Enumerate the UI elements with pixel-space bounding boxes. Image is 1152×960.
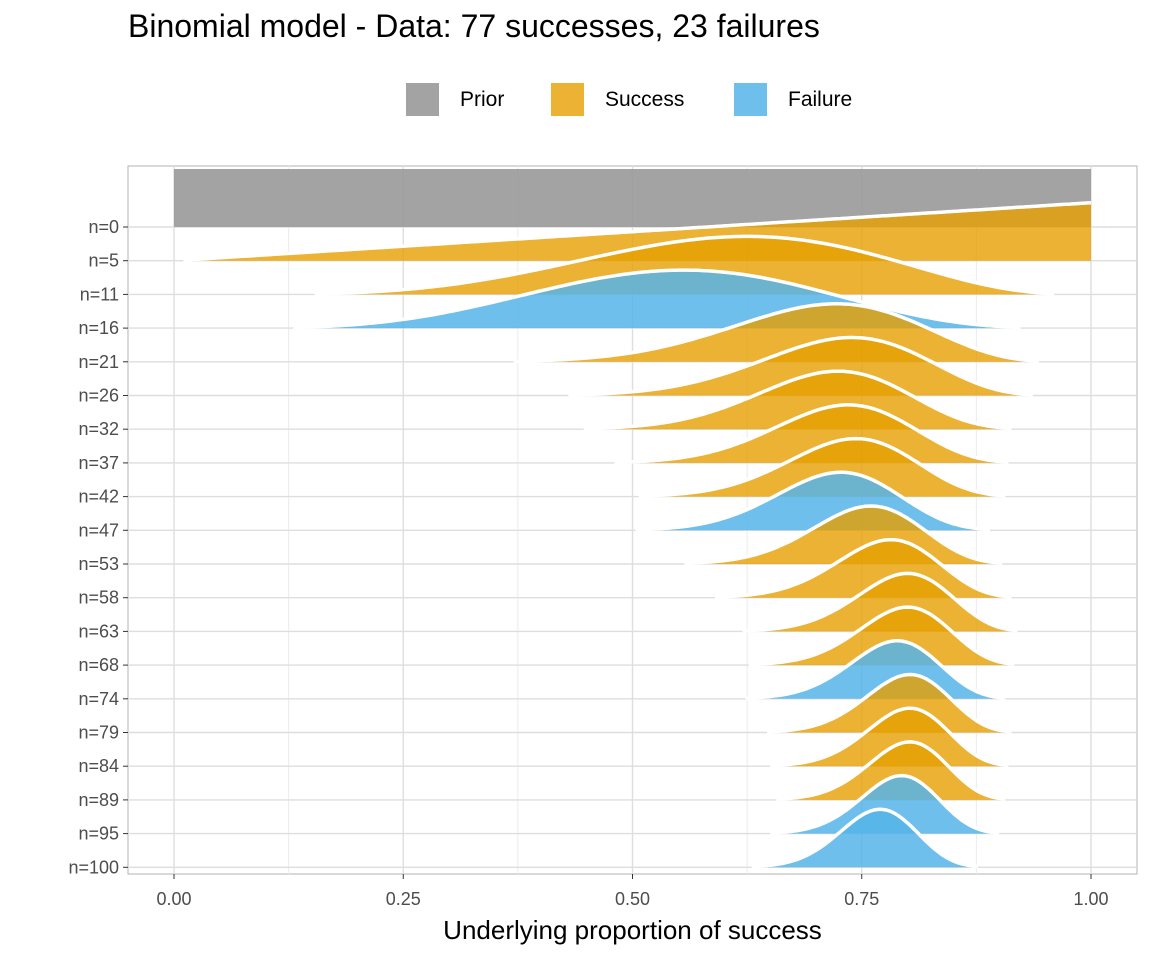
ridge-area-n-11 bbox=[314, 236, 1055, 295]
y-tick-label: n=100 bbox=[68, 857, 119, 877]
ridge-line-n-5 bbox=[183, 200, 1092, 262]
ridge-line-n-84 bbox=[770, 706, 1009, 768]
y-tick-label: n=84 bbox=[78, 756, 119, 776]
ridge-line-n-42 bbox=[638, 436, 1006, 498]
ridge-area-n-37 bbox=[614, 404, 1009, 463]
y-tick-label: n=79 bbox=[78, 723, 119, 743]
y-tick-label: n=32 bbox=[78, 419, 119, 439]
x-tick-label: 0.50 bbox=[615, 889, 650, 909]
ridge-line-n-32 bbox=[583, 369, 1012, 431]
y-tick-label: n=58 bbox=[78, 588, 119, 608]
legend-swatch-success bbox=[551, 83, 584, 116]
ridge-area-n-79 bbox=[767, 674, 1012, 733]
x-tick-label: 0.25 bbox=[386, 889, 421, 909]
ridge-area-n-42 bbox=[638, 438, 1006, 497]
ridge-area-n-89 bbox=[776, 741, 1006, 800]
ridge-area-n-0 bbox=[174, 169, 1091, 227]
chart-title: Binomial model - Data: 77 successes, 23 … bbox=[128, 8, 820, 44]
ridge-line-n-100 bbox=[751, 807, 979, 869]
ridge-area-n-84 bbox=[770, 708, 1009, 767]
y-tick-label: n=47 bbox=[78, 520, 119, 540]
ridge-line-n-63 bbox=[742, 571, 1018, 633]
ridge-line-n-37 bbox=[614, 403, 1009, 465]
y-tick-label: n=89 bbox=[78, 790, 119, 810]
x-tick-label: 0.00 bbox=[156, 889, 191, 909]
legend-label-prior: Prior bbox=[460, 88, 505, 111]
ridge-area-n-95 bbox=[770, 775, 1000, 834]
y-tick-label: n=16 bbox=[78, 318, 119, 338]
y-tick-label: n=11 bbox=[80, 284, 119, 304]
ridge-line-n-79 bbox=[766, 672, 1012, 734]
legend: Prior Success Failure bbox=[0, 82, 1152, 118]
ridge-line-n-11 bbox=[314, 234, 1055, 296]
y-tick-label: n=95 bbox=[78, 824, 119, 844]
ridges bbox=[174, 169, 1092, 869]
ridge-line-n-74 bbox=[745, 639, 1006, 700]
legend-label-failure: Failure bbox=[788, 88, 853, 111]
y-tick-label: n=5 bbox=[88, 251, 119, 271]
ridge-area-n-21 bbox=[513, 303, 1039, 362]
x-tick-label: 0.75 bbox=[844, 889, 879, 909]
legend-swatch-prior bbox=[406, 83, 439, 116]
y-tick-label: n=74 bbox=[78, 689, 119, 709]
ridge-area-n-32 bbox=[583, 371, 1012, 430]
ridge-line-n-89 bbox=[776, 740, 1006, 801]
ridge-line-n-68 bbox=[748, 605, 1015, 667]
ridge-line-n-16 bbox=[293, 268, 1021, 330]
y-tick-label: n=26 bbox=[78, 386, 119, 406]
y-tick-label: n=42 bbox=[78, 487, 119, 507]
ridge-line-n-53 bbox=[684, 504, 1003, 566]
x-axis-title: Underlying proportion of success bbox=[443, 915, 822, 945]
ridge-area-n-68 bbox=[748, 607, 1015, 666]
y-tick-label: n=53 bbox=[78, 554, 119, 574]
ridge-area-n-100 bbox=[751, 809, 978, 868]
ridge-line-n-47 bbox=[635, 470, 991, 532]
legend-label-success: Success bbox=[605, 88, 685, 111]
ridge-line-n-58 bbox=[714, 537, 1012, 599]
y-tick-label: n=37 bbox=[78, 453, 119, 473]
ridge-line-n-26 bbox=[568, 335, 1034, 397]
y-tick-label: n=0 bbox=[88, 217, 119, 237]
y-tick-label: n=21 bbox=[78, 352, 119, 372]
ridge-line-n-21 bbox=[513, 302, 1040, 363]
y-tick-label: n=63 bbox=[78, 621, 119, 641]
y-tick-label: n=68 bbox=[78, 655, 119, 675]
ridge-line-n-95 bbox=[769, 773, 1000, 835]
ridge-area-n-63 bbox=[742, 573, 1018, 632]
x-tick-label: 1.00 bbox=[1073, 889, 1108, 909]
ridge-area-n-74 bbox=[745, 640, 1006, 699]
legend-swatch-failure bbox=[734, 83, 767, 116]
ridge-area-n-26 bbox=[568, 337, 1033, 396]
